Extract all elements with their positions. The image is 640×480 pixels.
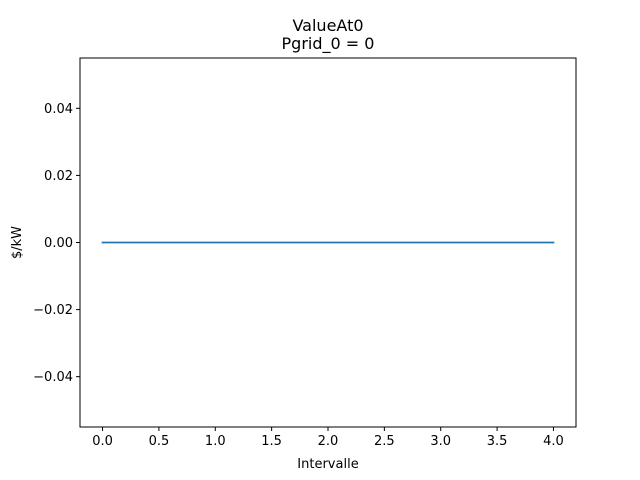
x-axis-label: Intervalle [297, 457, 358, 472]
y-tick-label: 0.04 [44, 102, 73, 117]
x-tick-label: 0.5 [149, 434, 170, 449]
y-tick-label: −0.04 [33, 370, 73, 385]
x-tick-label: 3.0 [430, 434, 451, 449]
x-tick-label: 3.5 [487, 434, 508, 449]
x-tick-label: 1.0 [205, 434, 226, 449]
x-axis-ticks: 0.0 0.5 1.0 1.5 2.0 2.5 3.0 3.5 4.0 [92, 427, 564, 449]
y-tick-label: 0.00 [44, 236, 73, 251]
chart-subtitle: Pgrid_0 = 0 [282, 34, 375, 54]
y-tick-label: −0.02 [33, 303, 73, 318]
x-tick-label: 0.0 [92, 434, 113, 449]
x-tick-label: 4.0 [543, 434, 564, 449]
plot-area-frame [79, 57, 577, 428]
x-tick-label: 2.5 [374, 434, 395, 449]
x-tick-label: 2.0 [318, 434, 339, 449]
y-tick-label: 0.02 [44, 169, 73, 184]
y-axis-ticks: −0.04 −0.02 0.00 0.02 0.04 [33, 102, 80, 385]
chart-title: ValueAt0 [292, 16, 363, 35]
x-tick-label: 1.5 [261, 434, 282, 449]
y-axis-label: $/kW [10, 226, 25, 259]
